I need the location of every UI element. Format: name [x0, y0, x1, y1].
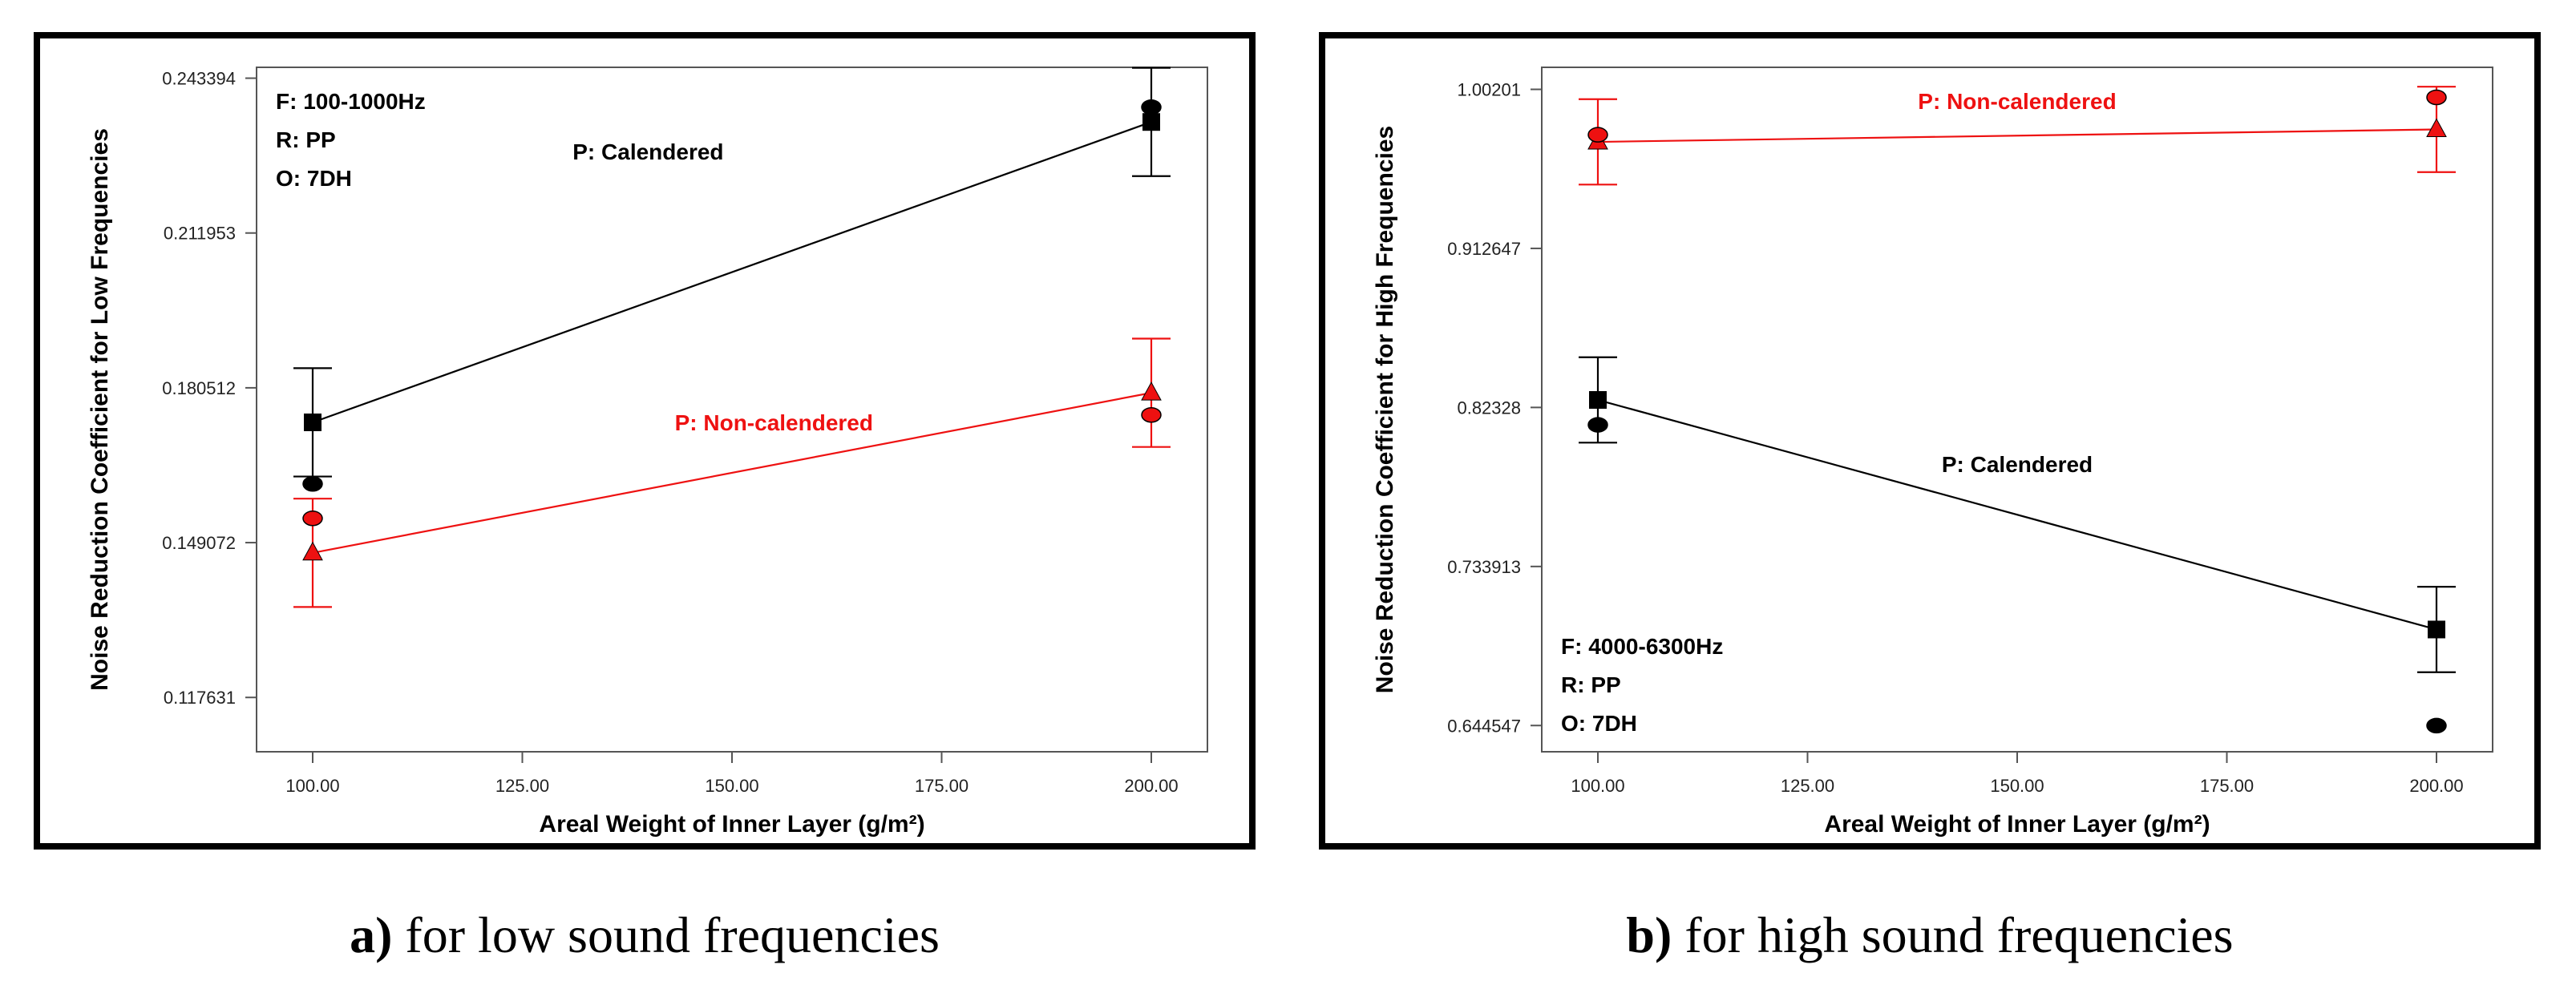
observed-point [302, 511, 323, 527]
y-tick-label: 0.180512 [162, 378, 236, 398]
factor-legend-line: R: PP [276, 127, 336, 152]
x-tick-label: 100.00 [1571, 776, 1624, 796]
x-axis-label: Areal Weight of Inner Layer (g/m²) [539, 811, 924, 838]
predicted-point-triangle [2426, 118, 2447, 137]
caption-letter: a) [350, 906, 393, 963]
predicted-point-square [2428, 620, 2445, 639]
y-tick-label: 0.149072 [162, 533, 236, 553]
factor-legend-line: O: 7DH [1561, 711, 1637, 736]
x-tick-label: 150.00 [705, 776, 758, 796]
series-line [312, 392, 1152, 554]
y-tick-label: 0.912647 [1447, 239, 1521, 259]
series-label: P: Non-calendered [675, 410, 873, 435]
caption-panel-b: b) for high sound frequencies [1319, 906, 2541, 965]
chart-high-frequencies: 0.644547 0.733913 0.82328 0.912647 1.00201 10… [1372, 67, 2493, 838]
x-tick-label: 200.00 [2409, 776, 2463, 796]
panel-b-frame: 0.644547 0.733913 0.82328 0.912647 1.00201 10… [1319, 32, 2541, 850]
caption-panel-a: a) for low sound frequencies [34, 906, 1256, 965]
predicted-point-square [1589, 391, 1607, 410]
x-tick-label: 125.00 [495, 776, 549, 796]
factor-legend-line: F: 100-1000Hz [276, 89, 426, 114]
series-label: P: Calendered [1942, 452, 2093, 477]
observed-point [302, 476, 323, 492]
y-tick-label: 0.211953 [164, 224, 236, 244]
observed-point [1141, 99, 1162, 115]
y-tick-label: 1.00201 [1457, 80, 1521, 100]
y-tick-label: 0.243394 [162, 69, 236, 89]
y-axis-label: Noise Reduction Coefficient for Low Freq… [87, 128, 113, 691]
predicted-point-triangle [302, 541, 323, 561]
observed-point [1587, 417, 1608, 433]
observed-point [1141, 407, 1162, 423]
caption-text: for high sound frequencies [1684, 906, 2234, 963]
predicted-point-square [304, 413, 321, 431]
y-tick-label: 0.733913 [1447, 557, 1521, 577]
caption-letter: b) [1626, 906, 1672, 963]
series-label: P: Non-calendered [1918, 89, 2116, 114]
predicted-point-triangle [1141, 381, 1162, 401]
x-tick-label: 150.00 [1990, 776, 2044, 796]
series-line [1597, 398, 2437, 631]
factor-legend-line: O: 7DH [276, 166, 352, 191]
x-tick-label: 100.00 [285, 776, 339, 796]
series-line [312, 121, 1152, 424]
x-tick-label: 175.00 [2200, 776, 2254, 796]
y-tick-label: 0.82328 [1457, 398, 1521, 418]
chart-low-frequencies: 0.117631 0.149072 0.180512 0.211953 0.243394… [87, 67, 1208, 838]
predicted-point-square [1142, 113, 1160, 131]
factor-legend-line: R: PP [1561, 672, 1621, 697]
panel-a-frame: 0.117631 0.149072 0.180512 0.211953 0.243394… [34, 32, 1256, 850]
observed-point [2426, 717, 2447, 734]
x-tick-label: 125.00 [1781, 776, 1834, 796]
series-line [1597, 128, 2437, 143]
observed-point [2426, 89, 2447, 106]
x-tick-label: 175.00 [915, 776, 969, 796]
x-axis-label: Areal Weight of Inner Layer (g/m²) [1824, 811, 2210, 838]
factor-legend-line: F: 4000-6300Hz [1561, 634, 1723, 659]
y-tick-label: 0.644547 [1447, 716, 1521, 736]
series-label: P: Calendered [572, 139, 723, 164]
x-tick-label: 200.00 [1124, 776, 1178, 796]
y-tick-label: 0.117631 [164, 688, 236, 708]
observed-point [1587, 127, 1608, 143]
caption-text: for low sound frequencies [405, 906, 940, 963]
y-axis-label: Noise Reduction Coefficient for High Fre… [1372, 126, 1398, 693]
